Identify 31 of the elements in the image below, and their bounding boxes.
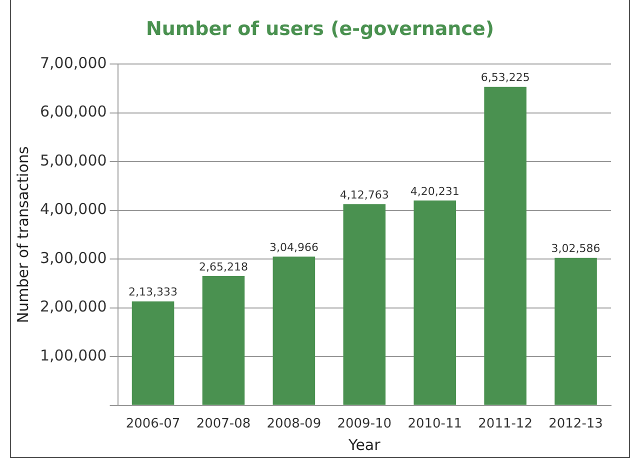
y-tick-label: 5,00,000 (40, 151, 107, 170)
x-tick-label: 2012-13 (548, 416, 603, 432)
y-tick-label: 3,00,000 (40, 248, 107, 267)
data-label: 3,04,966 (269, 241, 318, 254)
x-tick-label: 2008-09 (266, 416, 322, 432)
bar (202, 276, 245, 405)
data-label: 4,12,763 (340, 188, 389, 202)
bar (554, 258, 597, 405)
x-tick-label: 2007-08 (196, 416, 251, 432)
y-tick-label: 4,00,000 (40, 200, 107, 218)
data-label: 2,13,333 (128, 286, 178, 299)
y-axis-title: Number of transactions (14, 146, 32, 324)
x-tick-label: 2010-11 (408, 416, 462, 432)
bar (484, 86, 526, 405)
y-tick-label: 6,00,000 (40, 102, 107, 121)
bar (132, 301, 174, 405)
x-axis-title: Year (348, 436, 382, 454)
data-label: 6,53,225 (480, 71, 530, 84)
x-tick-label: 2006-07 (126, 416, 180, 432)
bar (272, 256, 316, 405)
data-label: 2,65,218 (198, 260, 248, 274)
chart-title: Number of users (e-governance) (144, 18, 496, 40)
data-label: 3,02,586 (551, 242, 600, 256)
y-tick-label: 1,00,000 (40, 346, 107, 365)
bar (414, 200, 456, 405)
y-tick-label: 7,00,000 (40, 54, 107, 72)
bar (343, 204, 386, 405)
x-tick-label: 2011-12 (478, 416, 532, 432)
data-label: 4,20,231 (410, 184, 460, 198)
y-tick-label: 2,00,000 (40, 298, 107, 316)
x-tick-label: 2009-10 (337, 416, 392, 432)
